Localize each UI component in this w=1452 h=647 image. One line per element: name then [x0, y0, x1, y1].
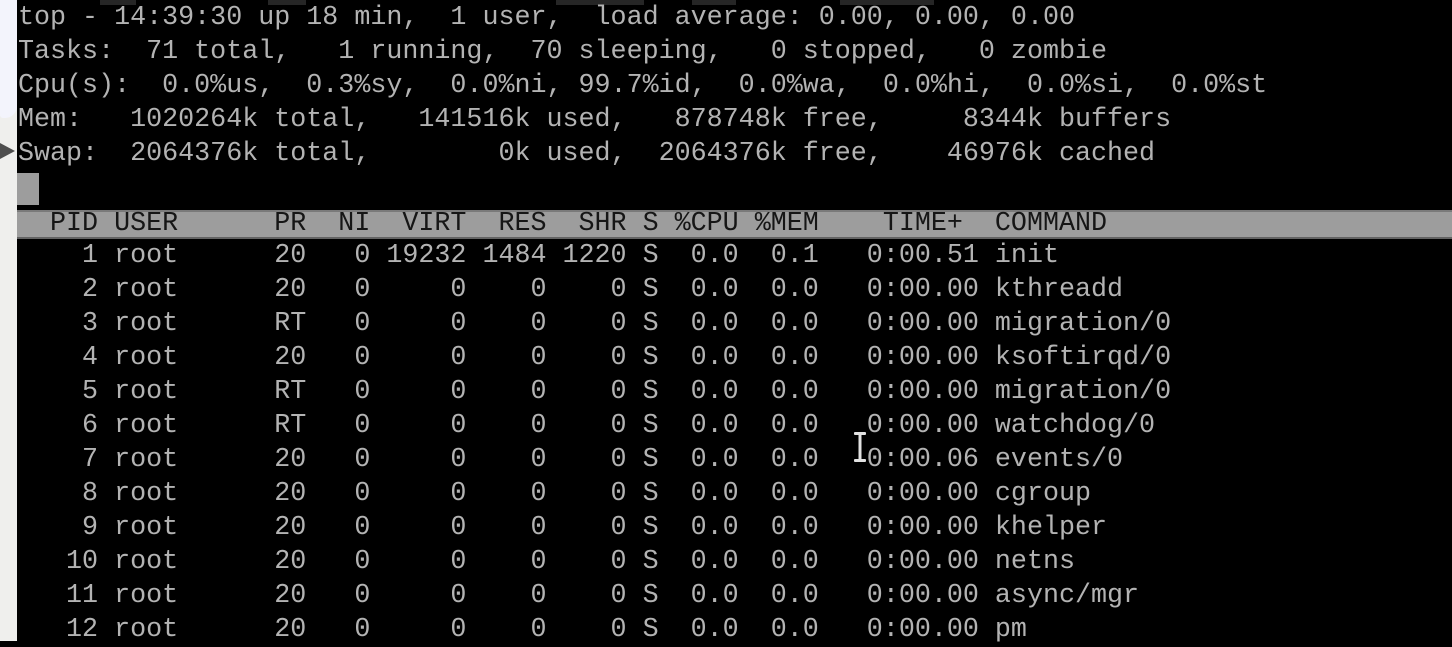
background-arrow-icon — [0, 143, 15, 159]
process-table-header: PID USER PR NI VIRT RES SHR S %CPU %MEM … — [16, 210, 1452, 239]
process-row-10: 10 root 20 0 0 0 0 S 0.0 0.0 0:00.00 net… — [18, 547, 1075, 577]
process-row-11: 11 root 20 0 0 0 0 S 0.0 0.0 0:00.00 asy… — [18, 581, 1140, 611]
screen-artifact — [840, 0, 934, 5]
process-row-2: 2 root 20 0 0 0 0 S 0.0 0.0 0:00.00 kthr… — [18, 275, 1124, 305]
screen-artifact — [692, 0, 736, 5]
process-row-12: 12 root 20 0 0 0 0 S 0.0 0.0 0:00.00 pm — [18, 615, 1027, 645]
process-row-7: 7 root 20 0 0 0 0 S 0.0 0.0 0:00.06 even… — [18, 445, 1124, 475]
top-summary: top - 14:39:30 up 18 min, 1 user, load a… — [18, 1, 1267, 171]
summary-line-tasks: Tasks: 71 total, 1 running, 70 sleeping,… — [18, 37, 1108, 67]
process-row-3: 3 root RT 0 0 0 0 S 0.0 0.0 0:00.00 migr… — [18, 309, 1172, 339]
summary-line-uptime: top - 14:39:30 up 18 min, 1 user, load a… — [18, 3, 1075, 33]
screen-artifact — [556, 0, 644, 5]
terminal-block-cursor — [16, 173, 39, 205]
process-row-5: 5 root RT 0 0 0 0 S 0.0 0.0 0:00.00 migr… — [18, 377, 1172, 407]
process-row-6: 6 root RT 0 0 0 0 S 0.0 0.0 0:00.00 watc… — [18, 411, 1156, 441]
process-table-rows: 1 root 20 0 19232 1484 1220 S 0.0 0.1 0:… — [18, 239, 1171, 647]
process-row-9: 9 root 20 0 0 0 0 S 0.0 0.0 0:00.00 khel… — [18, 513, 1108, 543]
summary-line-cpu: Cpu(s): 0.0%us, 0.3%sy, 0.0%ni, 99.7%id,… — [18, 71, 1268, 101]
screen-artifact — [268, 0, 306, 5]
process-row-8: 8 root 20 0 0 0 0 S 0.0 0.0 0:00.00 cgro… — [18, 479, 1092, 509]
process-row-1: 1 root 20 0 19232 1484 1220 S 0.0 0.1 0:… — [18, 241, 1059, 271]
process-row-4: 4 root 20 0 0 0 0 S 0.0 0.0 0:00.00 ksof… — [18, 343, 1172, 373]
summary-line-swap: Swap: 2064376k total, 0k used, 2064376k … — [18, 139, 1156, 169]
background-window-edge[interactable] — [0, 0, 17, 641]
mouse-cursor-ibeam — [854, 432, 866, 462]
background-window-white-panel — [0, 0, 17, 118]
screen-artifact — [100, 0, 136, 5]
summary-line-mem: Mem: 1020264k total, 141516k used, 87874… — [18, 105, 1172, 135]
